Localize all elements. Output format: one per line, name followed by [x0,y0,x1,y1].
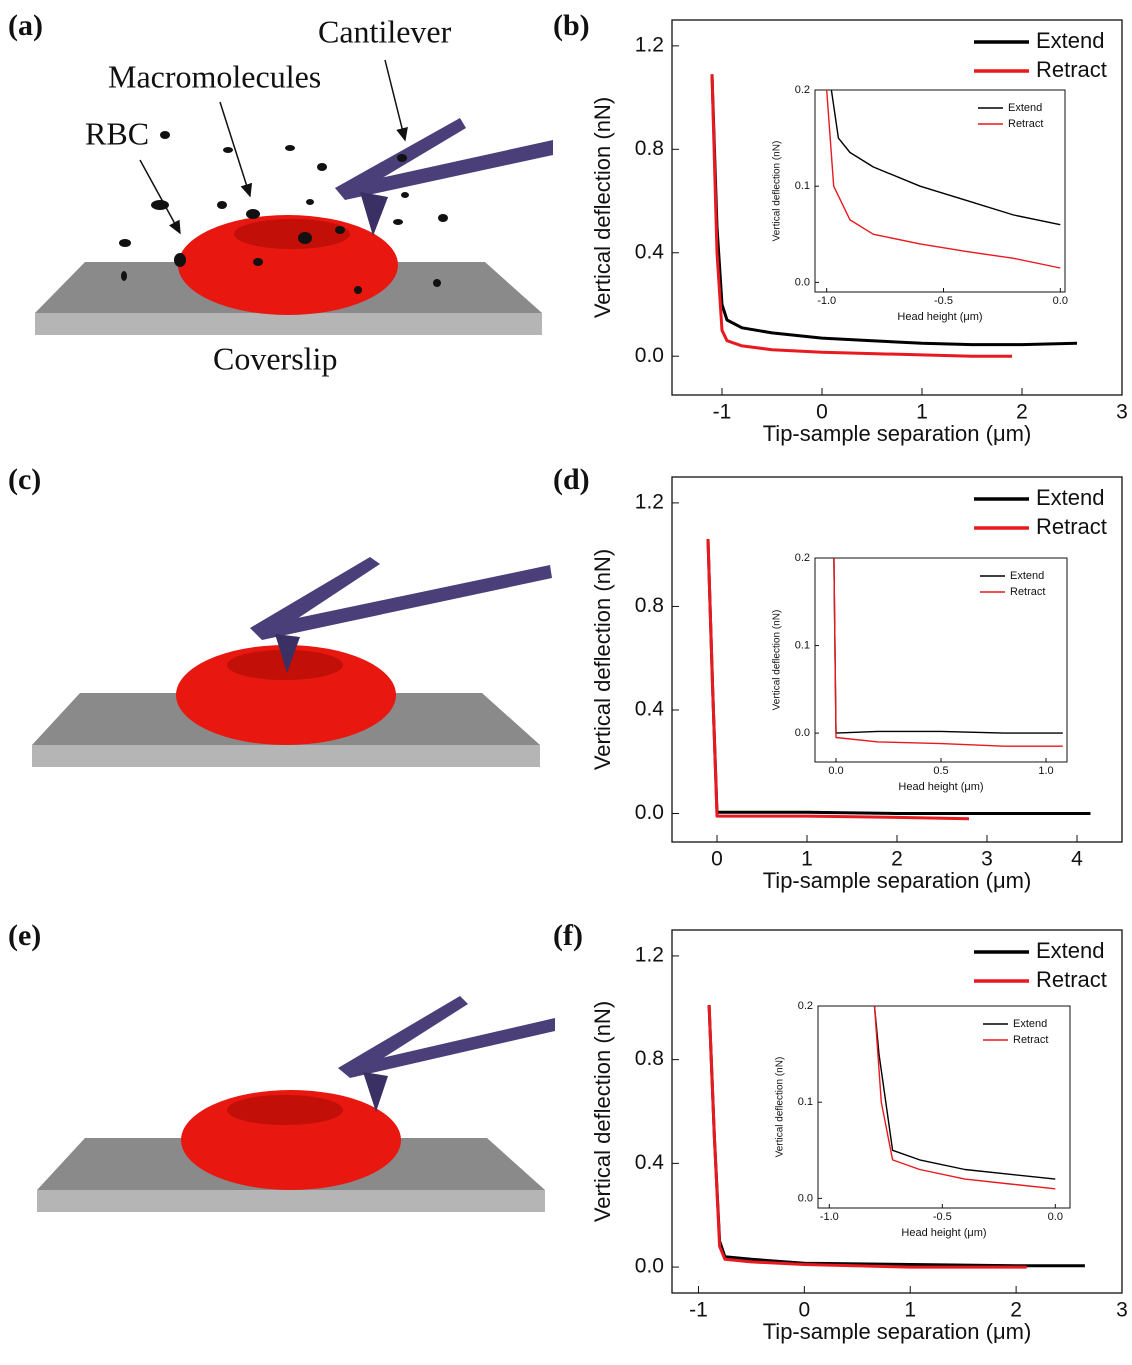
x-tick-label: 0.0 [1053,295,1068,307]
x-tick-label: 3 [981,848,993,871]
x-tick-label: 0.0 [828,765,843,777]
y-tick-label: 0.4 [635,240,665,263]
panel-label: (e) [8,919,41,952]
y-tick-label: 0.2 [795,552,810,564]
y-tick-label: 1.2 [635,33,664,56]
x-axis-label: Head height (μm) [898,781,983,793]
panel-label: (d) [553,463,590,496]
x-tick-label: -1 [689,1299,708,1322]
data-line [826,90,1061,269]
x-tick-label: 2 [1016,401,1028,424]
legend-label: Extend [1010,570,1044,582]
x-tick-label: 3 [1116,1299,1128,1322]
x-axis-label: Tip-sample separation (μm) [763,868,1032,893]
legend-label: Extend [1036,485,1105,510]
x-axis-label: Head height (μm) [901,1227,986,1239]
panel-label: (a) [8,9,43,42]
y-tick-label: 0.4 [635,1151,665,1174]
annotation: Macromolecules [108,58,321,94]
y-tick-label: 1.2 [635,943,664,966]
annotation: RBC [85,115,149,151]
panel-label: (f) [553,919,583,952]
x-tick-label: -0.5 [933,1211,952,1223]
x-tick-label: 3 [1116,401,1128,424]
x-tick-label: 1 [904,1299,916,1322]
x-tick-label: 0 [711,848,723,871]
x-axis-label: Tip-sample separation (μm) [763,1319,1032,1344]
y-tick-label: 1.2 [635,490,664,513]
data-line [833,558,1063,747]
legend-label: Retract [1010,586,1045,598]
annotation: Coverslip [213,340,337,376]
x-tick-label: 1 [916,401,928,424]
data-line [706,539,970,821]
y-tick-label: 0.0 [798,1192,813,1204]
data-line [873,1006,1056,1190]
y-tick-label: 0.8 [635,1047,664,1070]
x-tick-label: 4 [1071,848,1083,871]
data-line [707,1005,1027,1269]
y-tick-label: 0.1 [798,1096,813,1108]
y-axis-label: Vertical deflection (nN) [590,1001,615,1222]
legend-label: Extend [1013,1018,1047,1030]
legend-label: Retract [1036,967,1107,992]
y-tick-label: 0.4 [635,698,665,721]
y-tick-label: 0.0 [635,344,664,367]
data-line [873,1006,1056,1180]
y-axis-label: Vertical deflection (nN) [775,1057,786,1158]
y-tick-label: 0.0 [635,1255,664,1278]
x-tick-label: 1.0 [1038,765,1053,777]
data-line [710,74,1012,358]
x-tick-label: -1 [713,401,732,424]
legend-label: Extend [1008,102,1042,114]
x-axis-label: Head height (μm) [897,311,982,323]
y-axis-label: Vertical deflection (nN) [772,610,783,711]
y-tick-label: 0.2 [795,84,810,96]
legend-label: Retract [1036,514,1107,539]
plot-frame [814,89,1066,293]
x-tick-label: 2 [1010,1299,1022,1322]
x-tick-label: -0.5 [934,295,953,307]
y-tick-label: 0.0 [635,801,664,824]
x-tick-label: 0 [816,401,828,424]
legend-label: Retract [1013,1034,1048,1046]
x-tick-label: 0.0 [1048,1211,1063,1223]
panel-label: (c) [8,463,41,496]
x-tick-label: 2 [891,848,903,871]
data-line [710,74,1078,347]
y-tick-label: 0.1 [795,639,810,651]
y-axis-label: Vertical deflection (nN) [772,141,783,242]
y-tick-label: 0.8 [635,137,664,160]
y-axis-label: Vertical deflection (nN) [590,549,615,770]
y-tick-label: 0.1 [795,180,810,192]
y-tick-label: 0.8 [635,594,664,617]
illustration-e [37,996,555,1212]
panel-label: (b) [553,9,590,42]
y-tick-label: 0.2 [798,1000,813,1012]
x-tick-label: 0 [799,1299,811,1322]
legend-label: Extend [1036,28,1105,53]
y-tick-label: 0.0 [795,276,810,288]
legend-label: Retract [1008,118,1043,130]
legend-label: Extend [1036,938,1105,963]
legend-label: Retract [1036,57,1107,82]
annotation: Cantilever [318,13,452,49]
x-axis-label: Tip-sample separation (μm) [763,421,1032,446]
x-tick-label: 1 [801,848,813,871]
x-tick-label: 0.5 [933,765,948,777]
y-axis-label: Vertical deflection (nN) [590,97,615,318]
illustration-c [32,557,552,767]
x-tick-label: -1.0 [820,1211,839,1223]
plot-frame [814,557,1068,763]
illustration-a [35,59,553,335]
data-line [830,90,1061,226]
y-tick-label: 0.0 [795,727,810,739]
x-tick-label: -1.0 [817,295,836,307]
